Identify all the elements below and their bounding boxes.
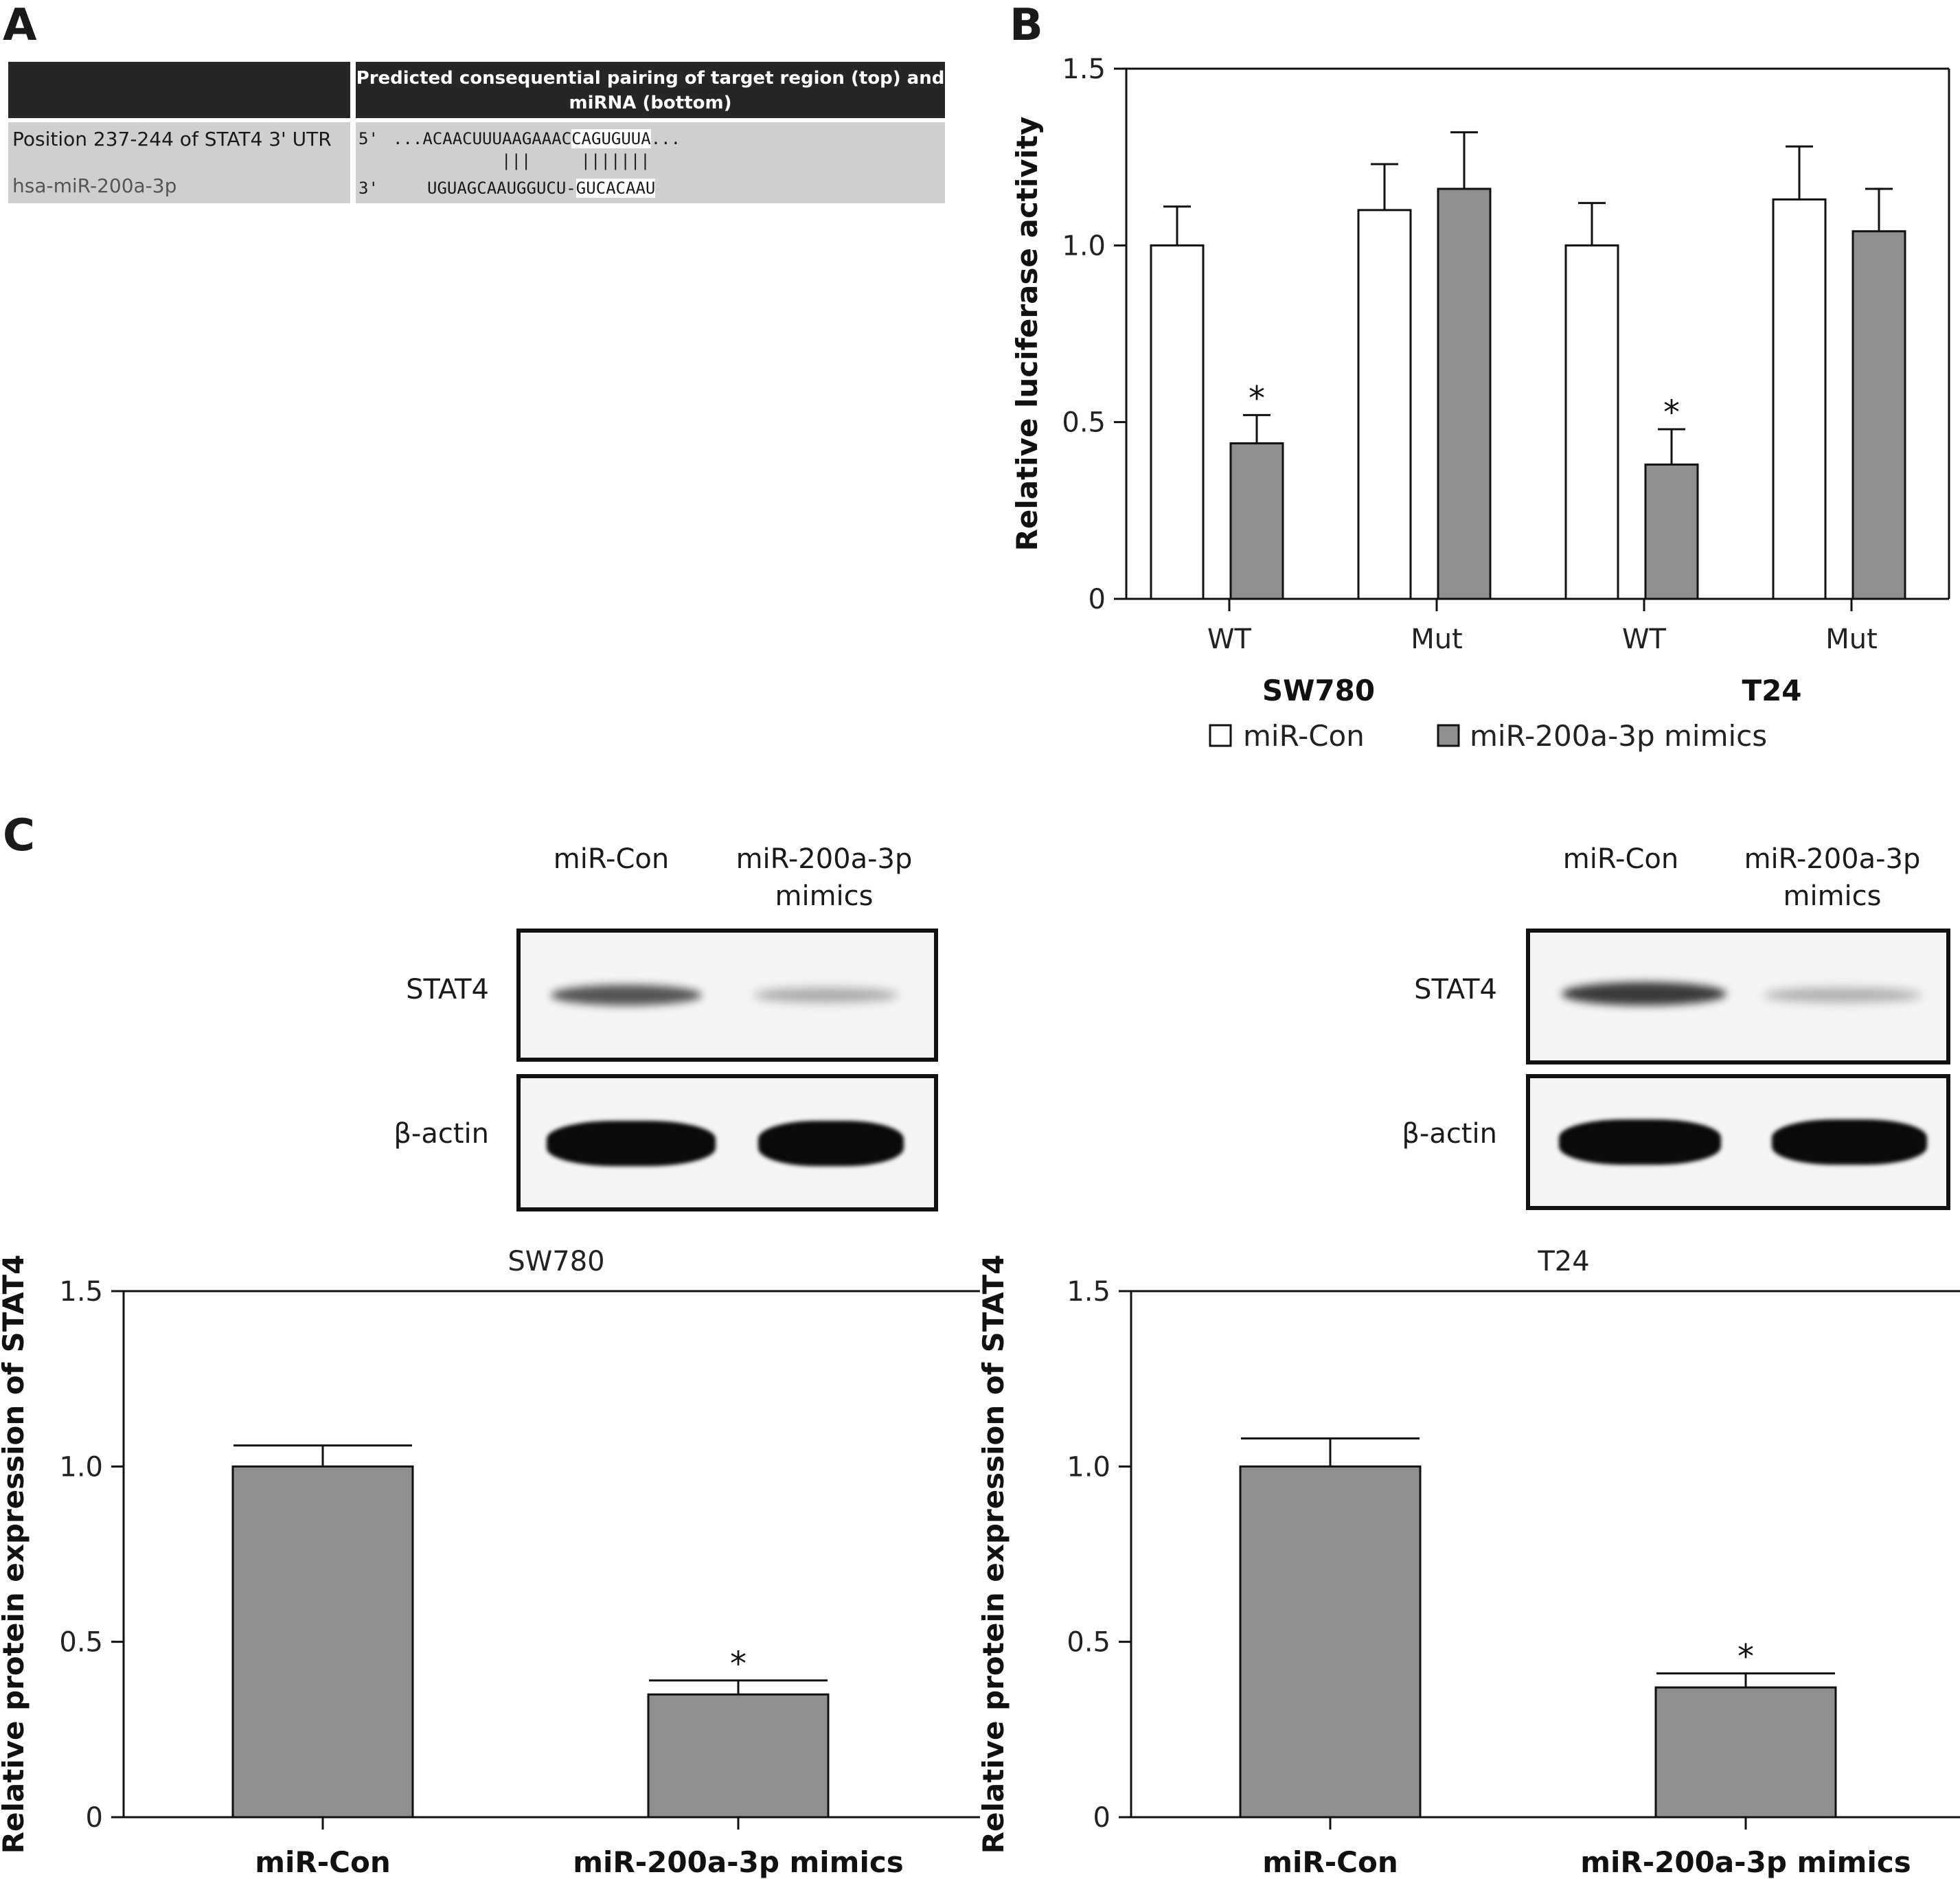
bar: [231, 1465, 414, 1819]
blot-left-stat4: [516, 929, 938, 1062]
table-header: Predicted consequential pairing of targe…: [356, 62, 945, 118]
y-tick-label: 0: [86, 1802, 103, 1834]
y-axis-label: Relative protein expression of STAT4: [0, 1255, 30, 1854]
y-axis-label: Relative protein expression of STAT4: [980, 1255, 1010, 1854]
significance-mark: *: [1249, 379, 1265, 418]
pairing-marks: ||| |||||||: [501, 151, 650, 170]
bar: [1150, 244, 1205, 600]
y-axis-label: Relative luciferase activity: [1010, 117, 1044, 551]
table-row-sequences: 5' ...ACAACUUUAAGAAACCAGUGUUA... ||| |||…: [356, 122, 945, 203]
blot-right-stat4: [1526, 929, 1950, 1064]
stat4-sw780-chart: SW780 0 0.5 1.0 1.5 Relative protein expressi…: [0, 1246, 980, 1879]
band-stat4-mimics: [1764, 988, 1922, 1003]
table-header-blank: [8, 62, 350, 118]
band-actin-con: [1559, 1119, 1721, 1165]
y-tick-label: 0: [1089, 584, 1106, 615]
band-stat4-mimics: [754, 988, 898, 1003]
five-prime-label: 5': [358, 129, 378, 148]
bar: [1654, 1686, 1837, 1819]
cell-label-sw780: SW780: [1262, 674, 1375, 707]
y-tick-label: 1.0: [1067, 1451, 1110, 1483]
x-tick-label: miR-200a-3p mimics: [573, 1845, 904, 1879]
mirna-seq-seed: GUCACAAU: [576, 179, 656, 198]
band-actin-mimics: [758, 1121, 904, 1166]
blot-right-lane-1: miR-Con: [1562, 843, 1679, 875]
band-actin-con: [547, 1121, 716, 1166]
plot-frame: [122, 1290, 980, 1819]
legend-swatch-mir-con: [1209, 724, 1232, 747]
bar: [1229, 442, 1284, 600]
bar: [1644, 463, 1699, 600]
x-tick-label: miR-Con: [1262, 1845, 1398, 1879]
target-seq-left: ...ACAACUUUAAGAAAC: [393, 129, 572, 148]
blot-left-actin-label: β-actin: [394, 1118, 489, 1150]
bar: [1772, 198, 1827, 600]
x-tick-label: miR-Con: [255, 1845, 391, 1879]
y-tick-label: 1.5: [59, 1276, 103, 1308]
y-tick-label: 0: [1093, 1802, 1110, 1834]
x-tick-label: miR-200a-3p mimics: [1580, 1845, 1911, 1879]
table-row-labels: Position 237-244 of STAT4 3' UTR hsa-miR…: [8, 122, 350, 203]
bar: [1357, 209, 1412, 600]
luciferase-chart: 0 0.5 1.0 1.5 Relative luciferase activity WT…: [1010, 54, 1950, 753]
stat4-t24-chart: T24 0 0.5 1.0 1.5 Relative protein expression…: [980, 1246, 1960, 1879]
blot-right-stat4-label: STAT4: [1414, 974, 1497, 1005]
legend-swatch-mimics: [1437, 724, 1460, 747]
y-tick-label: 0.5: [1067, 1627, 1110, 1659]
panel-label-a: A: [3, 0, 37, 51]
bar: [1564, 244, 1619, 600]
blot-left-stat4-label: STAT4: [406, 974, 489, 1005]
bar: [647, 1693, 830, 1819]
x-tick-label: WT: [1207, 624, 1252, 655]
cell-label-t24: T24: [1742, 674, 1801, 707]
x-tick-label: Mut: [1411, 624, 1463, 655]
x-tick-label: Mut: [1825, 624, 1878, 655]
y-tick-label: 1.0: [59, 1451, 103, 1483]
target-seq-seed: CAGUGUUA: [571, 129, 651, 148]
mirna-seq-left: UGUAGCAAUGGUCU-: [427, 179, 576, 198]
mirna-sequence: UGUAGCAAUGGUCU-GUCACAAU: [427, 179, 656, 198]
x-tick-label: WT: [1622, 624, 1667, 655]
y-tick-label: 0.5: [59, 1627, 103, 1659]
target-seq-right: ...: [650, 129, 681, 148]
bar: [1437, 187, 1492, 600]
y-tick-label: 1.0: [1062, 230, 1106, 262]
y-tick-label: 1.5: [1067, 1276, 1110, 1308]
plot-frame: [1130, 1290, 1960, 1819]
blot-right-actin: [1526, 1074, 1950, 1210]
three-prime-label: 3': [358, 179, 378, 198]
band-stat4-con: [1562, 982, 1727, 1005]
panel-label-b: B: [1010, 0, 1043, 51]
panel-label-c: C: [3, 810, 35, 861]
blot-left-lane-1: miR-Con: [553, 843, 670, 875]
y-tick-label: 0.5: [1062, 407, 1106, 439]
chart-title: T24: [1537, 1246, 1589, 1277]
blot-right-lane-2: miR-200a-3p mimics: [1744, 843, 1921, 912]
chart-title: SW780: [508, 1246, 604, 1277]
blot-left-lane-2: miR-200a-3p mimics: [736, 843, 913, 912]
y-tick-label: 1.5: [1062, 54, 1106, 85]
blot-right-actin-label: β-actin: [1402, 1118, 1497, 1150]
significance-mark: *: [730, 1645, 747, 1683]
blot-left-actin: [516, 1074, 938, 1211]
significance-mark: *: [1663, 394, 1680, 432]
bar: [1851, 230, 1906, 600]
significance-mark: *: [1737, 1638, 1754, 1676]
legend-label-mimics: miR-200a-3p mimics: [1470, 719, 1767, 753]
legend-label-mir-con: miR-Con: [1243, 719, 1365, 753]
band-stat4-con: [551, 985, 702, 1005]
bar: [1239, 1465, 1422, 1819]
target-region-label: Position 237-244 of STAT4 3' UTR: [12, 128, 332, 150]
band-actin-mimics: [1772, 1119, 1927, 1165]
target-sequence: ...ACAACUUUAAGAAACCAGUGUUA...: [393, 129, 681, 148]
mirna-label: hsa-miR-200a-3p: [12, 174, 177, 197]
